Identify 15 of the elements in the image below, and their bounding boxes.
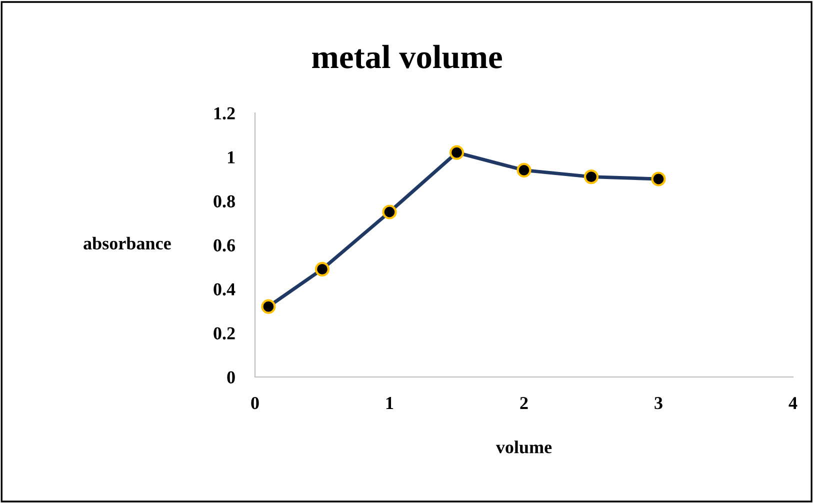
y-tick-label: 0.6 <box>214 239 236 252</box>
x-tick-label: 1 <box>386 397 394 409</box>
y-axis-title: absorbance <box>84 236 171 250</box>
x-tick-label: 4 <box>788 397 798 409</box>
x-tick-label: 2 <box>520 397 528 409</box>
y-tick-label: 0 <box>227 371 235 384</box>
x-axis-title: volume <box>496 440 552 454</box>
x-tick-label: 3 <box>654 397 662 410</box>
y-tick-label: 1 <box>228 151 235 164</box>
y-tick-label: 0.8 <box>214 195 235 208</box>
y-tick-label: 0.4 <box>214 283 236 296</box>
x-tick-label: 0 <box>251 396 259 410</box>
chart-title: metal volume <box>312 44 502 68</box>
y-tick-label: 1.2 <box>214 107 235 120</box>
y-tick-label: 0.2 <box>214 327 235 340</box>
